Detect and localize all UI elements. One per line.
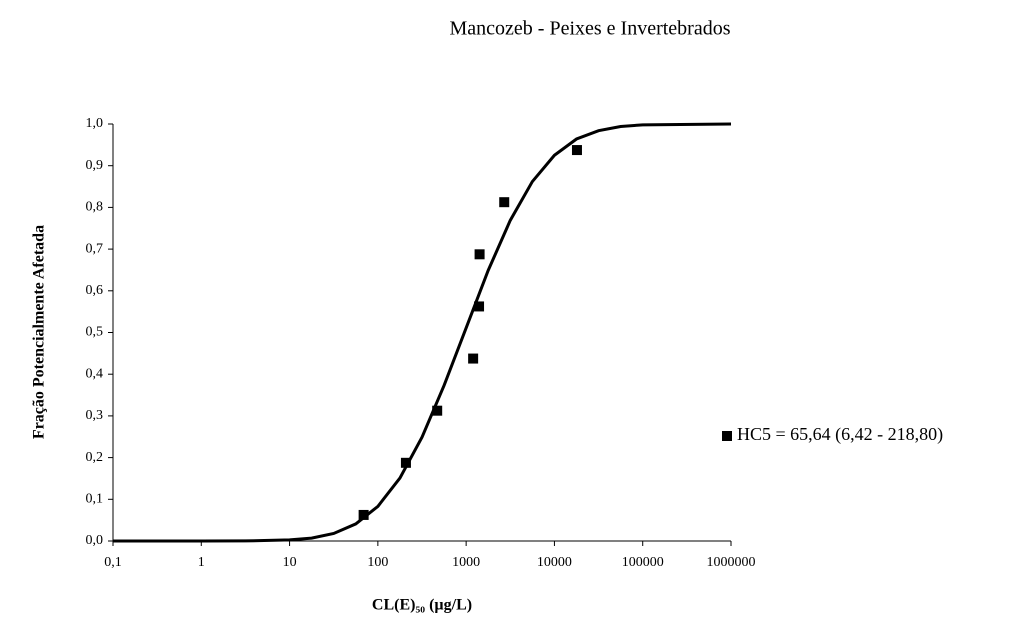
- y-tick-label: 0,7: [86, 241, 104, 256]
- point: [358, 509, 369, 520]
- point: [468, 353, 479, 364]
- x-tick-label: 100000: [622, 555, 664, 570]
- x-tick-label: 100: [367, 555, 388, 570]
- y-axis-label: Fração Potencialmente Afetada: [31, 225, 48, 439]
- legend-marker: [722, 431, 732, 441]
- y-tick-label: 0,4: [86, 366, 104, 381]
- y-tick-label: 0,5: [86, 325, 104, 340]
- y-tick-label: 0,2: [86, 450, 104, 465]
- x-tick-label: 1000: [452, 555, 480, 570]
- x-tick-label: 1: [198, 555, 205, 570]
- x-tick-label: 10: [283, 555, 297, 570]
- point: [474, 249, 485, 260]
- point: [474, 301, 485, 312]
- y-tick-label: 1,0: [86, 116, 104, 131]
- chart-title: Mancozeb - Peixes e Invertebrados: [450, 18, 731, 40]
- x-axis-label: CL(E)₅₀ (µg/L): [372, 597, 472, 614]
- y-tick-label: 0,3: [86, 408, 104, 423]
- point: [571, 145, 582, 156]
- legend-label: HC5 = 65,64 (6,42 - 218,80): [737, 424, 943, 445]
- y-tick-label: 0,6: [86, 283, 104, 298]
- point: [499, 197, 510, 208]
- x-tick-label: 1000000: [707, 555, 756, 570]
- y-tick-label: 0,0: [86, 533, 104, 548]
- y-tick-label: 0,1: [86, 492, 104, 507]
- y-tick-label: 0,9: [86, 158, 104, 173]
- y-tick-label: 0,8: [86, 200, 104, 215]
- point: [432, 405, 443, 416]
- x-tick-label: 0,1: [104, 555, 122, 570]
- x-tick-label: 10000: [537, 555, 572, 570]
- point: [400, 457, 411, 468]
- fit-curve: [113, 122, 732, 543]
